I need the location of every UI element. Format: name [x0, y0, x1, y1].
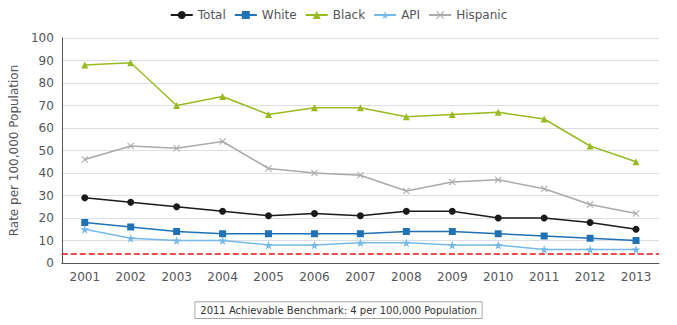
- svg-text:2011: 2011: [529, 270, 560, 284]
- svg-text:2005: 2005: [253, 270, 284, 284]
- svg-text:2013: 2013: [621, 270, 652, 284]
- svg-text:90: 90: [39, 54, 54, 68]
- svg-text:2007: 2007: [345, 270, 376, 284]
- svg-text:Hispanic: Hispanic: [456, 8, 507, 22]
- svg-text:80: 80: [39, 76, 54, 90]
- svg-text:Black: Black: [333, 8, 366, 22]
- svg-text:50: 50: [39, 144, 54, 158]
- svg-text:Total: Total: [197, 8, 226, 22]
- svg-text:20: 20: [39, 211, 54, 225]
- svg-text:2009: 2009: [437, 270, 468, 284]
- svg-text:2011 Achievable Benchmark: 4 p: 2011 Achievable Benchmark: 4 per 100,000…: [200, 305, 476, 316]
- svg-text:2003: 2003: [161, 270, 192, 284]
- svg-text:60: 60: [39, 121, 54, 135]
- svg-text:2002: 2002: [115, 270, 146, 284]
- svg-text:White: White: [262, 8, 297, 22]
- svg-text:30: 30: [39, 189, 54, 203]
- svg-text:100: 100: [31, 31, 54, 45]
- svg-text:40: 40: [39, 166, 54, 180]
- svg-text:2006: 2006: [299, 270, 330, 284]
- svg-text:10: 10: [39, 234, 54, 248]
- svg-text:Rate per 100,000 Population: Rate per 100,000 Population: [7, 65, 21, 237]
- svg-text:2008: 2008: [391, 270, 422, 284]
- svg-text:API: API: [401, 8, 420, 22]
- svg-text:2012: 2012: [575, 270, 606, 284]
- svg-text:70: 70: [39, 99, 54, 113]
- svg-text:2001: 2001: [69, 270, 100, 284]
- svg-text:0: 0: [46, 256, 54, 270]
- svg-text:2004: 2004: [207, 270, 238, 284]
- svg-text:2010: 2010: [483, 270, 514, 284]
